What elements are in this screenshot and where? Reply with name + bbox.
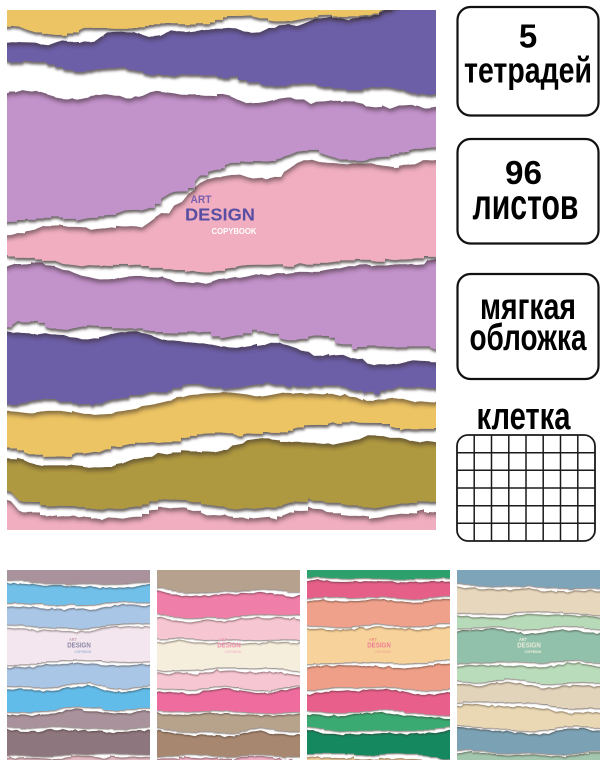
svg-text:COPYBOOK: COPYBOOK: [525, 650, 542, 654]
svg-text:DESIGN: DESIGN: [367, 641, 391, 650]
svg-text:обложка: обложка: [470, 317, 587, 358]
svg-text:тетрадей: тетрадей: [464, 50, 592, 91]
svg-text:ART: ART: [369, 637, 377, 642]
svg-text:COPYBOOK: COPYBOOK: [225, 650, 242, 654]
svg-text:DESIGN: DESIGN: [67, 641, 91, 650]
svg-text:DESIGN: DESIGN: [517, 641, 541, 650]
svg-text:ART: ART: [69, 637, 77, 642]
svg-text:клетка: клетка: [477, 396, 572, 438]
svg-text:DESIGN: DESIGN: [217, 641, 241, 650]
svg-text:5: 5: [519, 18, 537, 55]
svg-text:COPYBOOK: COPYBOOK: [75, 650, 92, 654]
svg-text:ART: ART: [219, 637, 227, 642]
svg-text:ART: ART: [191, 194, 212, 206]
svg-text:ART: ART: [519, 637, 527, 642]
svg-text:DESIGN: DESIGN: [185, 205, 255, 225]
svg-text:COPYBOOK: COPYBOOK: [212, 226, 258, 236]
svg-text:мягкая: мягкая: [480, 286, 576, 327]
svg-text:96: 96: [505, 154, 542, 191]
svg-text:COPYBOOK: COPYBOOK: [375, 650, 392, 654]
svg-text:листов: листов: [473, 181, 579, 229]
